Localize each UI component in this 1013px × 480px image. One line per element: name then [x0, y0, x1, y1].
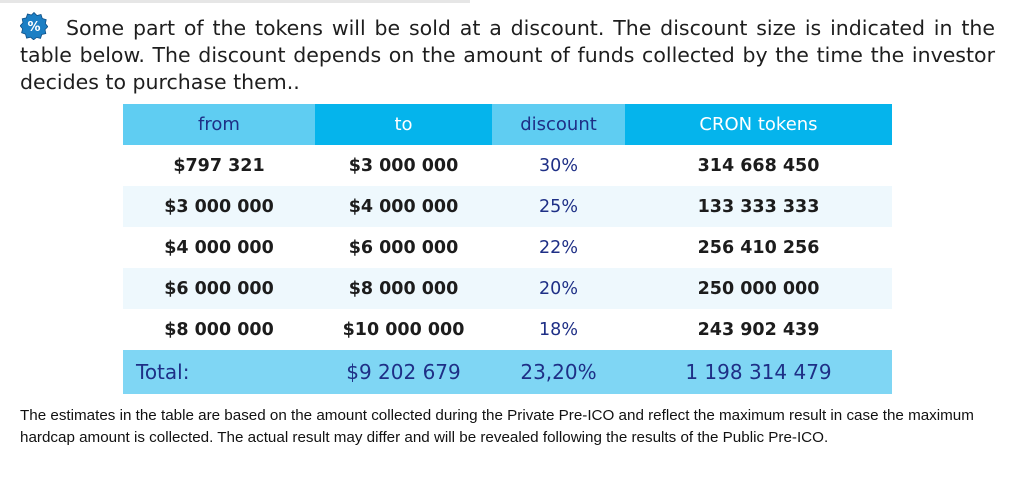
cell-to: $3 000 000	[348, 155, 459, 176]
header-from: from	[123, 104, 315, 145]
table-row: $6 000 000 $8 000 000 20% 250 000 000	[123, 268, 892, 309]
table-row: $797 321 $3 000 000 30% 314 668 450	[123, 145, 892, 186]
cell-to: $4 000 000	[315, 186, 492, 227]
cell-tokens: 133 333 333	[625, 186, 892, 227]
cell-to: $10 000 000	[342, 319, 465, 340]
table-row: $8 000 000 $10 000 000 18% 243 902 439	[123, 309, 892, 350]
cell-tokens: 256 410 256	[697, 237, 820, 258]
cell-discount: 18%	[539, 319, 578, 340]
intro-paragraph: % Some part of the tokens will be sold a…	[20, 12, 995, 96]
cell-tokens: 314 668 450	[697, 155, 820, 176]
cell-tokens: 243 902 439	[697, 319, 820, 340]
discount-table-container: from to discount CRON tokens $797 321 $3…	[123, 104, 892, 394]
intro-text: Some part of the tokens will be sold at …	[20, 16, 995, 94]
total-discount: 23,20%	[492, 350, 625, 394]
table-header-row: from to discount CRON tokens	[123, 104, 892, 145]
cell-tokens: 250 000 000	[625, 268, 892, 309]
discount-table: from to discount CRON tokens $797 321 $3…	[123, 104, 892, 394]
cell-from: $6 000 000	[123, 268, 315, 309]
percent-badge-icon: %	[20, 12, 48, 40]
total-row: Total: $9 202 679 23,20% 1 198 314 479	[123, 350, 892, 394]
table-row: $3 000 000 $4 000 000 25% 133 333 333	[123, 186, 892, 227]
cell-discount: 30%	[539, 155, 578, 176]
total-tokens: 1 198 314 479	[625, 350, 892, 394]
cell-from: $797 321	[173, 155, 265, 176]
cell-to: $6 000 000	[348, 237, 459, 258]
svg-text:%: %	[27, 20, 40, 35]
table-row: $4 000 000 $6 000 000 22% 256 410 256	[123, 227, 892, 268]
header-discount: discount	[492, 104, 625, 145]
total-label: Total:	[123, 350, 315, 394]
cell-from: $4 000 000	[164, 237, 274, 258]
top-divider	[0, 0, 470, 3]
cell-from: $3 000 000	[123, 186, 315, 227]
cell-from: $8 000 000	[164, 319, 274, 340]
cell-discount: 20%	[492, 268, 625, 309]
cell-to: $8 000 000	[315, 268, 492, 309]
cell-discount: 22%	[539, 237, 578, 258]
footnote: The estimates in the table are based on …	[20, 407, 974, 446]
total-amount: $9 202 679	[315, 350, 492, 394]
cell-discount: 25%	[492, 186, 625, 227]
header-cron-tokens: CRON tokens	[625, 104, 892, 145]
header-to: to	[315, 104, 492, 145]
